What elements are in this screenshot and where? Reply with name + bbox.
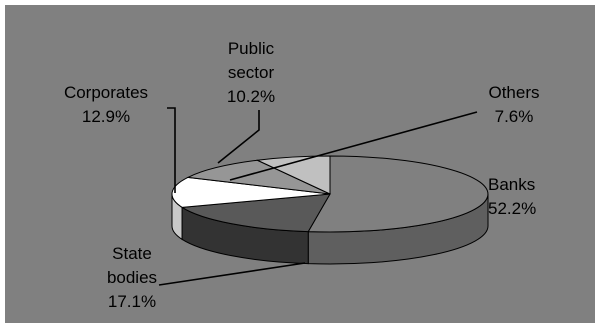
pie-top <box>171 155 489 233</box>
chart-area: Banks 52.2% State bodies 17.1% Corporate… <box>5 5 595 323</box>
slice-label-others: Others <box>488 83 539 102</box>
leader-line-others <box>229 111 478 181</box>
slice-value-state-bodies: 17.1% <box>108 292 156 311</box>
slice-label-banks: Banks <box>488 175 535 194</box>
slice-value-corporates: 12.9% <box>82 107 130 126</box>
leader-line-state-bodies <box>158 262 306 286</box>
slice-value-banks: 52.2% <box>488 199 536 218</box>
slice-label-state-bodies-line1: State <box>112 244 152 263</box>
pie-slice-public-sector <box>186 159 331 195</box>
slice-value-public-sector: 10.2% <box>227 87 275 106</box>
pie-chart: Banks 52.2% State bodies 17.1% Corporate… <box>64 39 540 311</box>
pie-slice-others <box>255 155 331 195</box>
leader-lines <box>158 107 478 286</box>
slice-label-public-sector-line2: sector <box>228 63 275 82</box>
pie-sides <box>171 193 489 265</box>
slice-value-others: 7.6% <box>495 107 534 126</box>
leader-line-public-sector <box>217 110 260 164</box>
pie-slice-state-bodies <box>180 193 331 233</box>
slice-label-public-sector-line1: Public <box>228 39 275 58</box>
slice-label-state-bodies-line2: bodies <box>107 268 157 287</box>
leader-line-corporates <box>167 107 176 193</box>
slice-label-corporates: Corporates <box>64 83 148 102</box>
pie-slice-banks <box>307 155 489 233</box>
pie-slice-corporates <box>171 176 331 208</box>
